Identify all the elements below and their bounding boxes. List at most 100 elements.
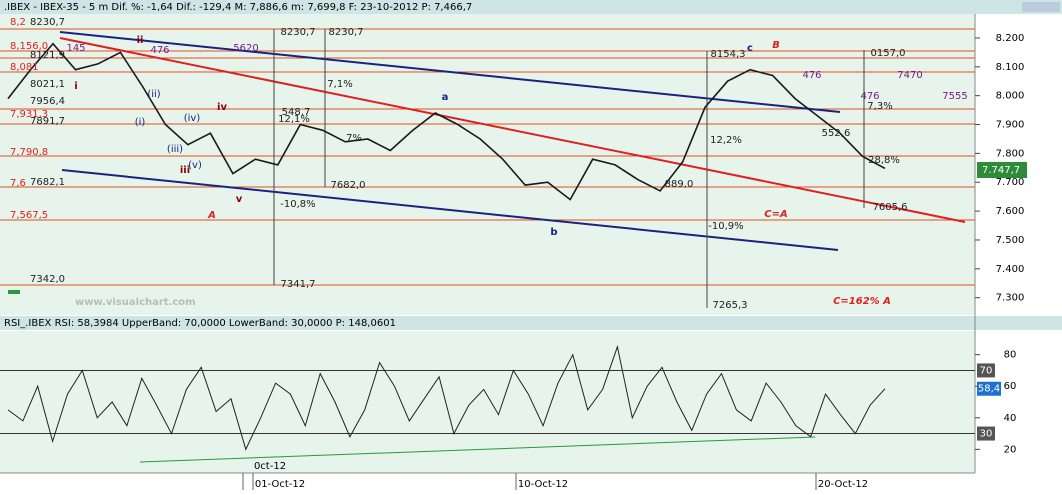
annotation: 8230,7 <box>281 27 316 38</box>
level-label: 7342,0 <box>30 274 65 285</box>
annotation: (v) <box>188 160 202 171</box>
annotation: 7470 <box>897 70 922 81</box>
level-label: 7,6 <box>10 178 26 189</box>
level-label: 8021,1 <box>30 79 65 90</box>
annotation: 12,2% <box>710 135 742 146</box>
y-tick-label: 7.700 <box>996 177 1025 188</box>
level-label: 8,081 <box>10 62 39 73</box>
band-box <box>977 426 995 441</box>
annotation: 7% <box>346 133 362 144</box>
level-label: 8,156,0 <box>10 41 48 52</box>
rsi-header: RSI_.IBEX RSI: 58,3984 UpperBand: 70,000… <box>4 318 396 329</box>
date-label: 0ct-12 <box>254 461 286 472</box>
level-label: 8,2 <box>10 17 26 28</box>
level-label: 7891,7 <box>30 116 65 127</box>
band-label: 30 <box>980 429 993 440</box>
annotation: a <box>442 92 449 103</box>
annotation: iii <box>180 165 190 176</box>
annotation: 889,0 <box>665 179 694 190</box>
annotation: 12,1% <box>278 114 310 125</box>
y-tick-label: 8.000 <box>996 91 1025 102</box>
annotation: 8154,3 <box>711 49 746 60</box>
y-tick-label: 40 <box>1004 413 1017 424</box>
y-tick-label: 7.400 <box>996 264 1025 275</box>
band-label: 70 <box>980 365 993 376</box>
annotation: 7605,6 <box>873 202 908 213</box>
last-label: 58,4 <box>978 384 1000 395</box>
annotation: 7,1% <box>327 79 352 90</box>
annotation: C=A <box>764 209 787 220</box>
annotation: 552,6 <box>822 128 851 139</box>
annotation: -10,9% <box>708 221 743 232</box>
annotation: iv <box>217 102 227 113</box>
window-buttons[interactable] <box>1022 2 1060 12</box>
annotation: (iii) <box>167 144 183 155</box>
annotation: 476 <box>860 91 879 102</box>
level-label: 7956,4 <box>30 96 65 107</box>
date-label: 10-Oct-12 <box>518 479 568 490</box>
annotation: 7682,0 <box>331 180 366 191</box>
price-box <box>977 162 1027 178</box>
y-tick-label: 60 <box>1004 381 1017 392</box>
annotation: 28,8% <box>868 155 900 166</box>
level-label: 7,567,5 <box>10 210 48 221</box>
y-tick-label: 80 <box>1004 350 1017 361</box>
annotation: 8230,7 <box>329 27 364 38</box>
y-tick-label: 20 <box>1004 444 1017 455</box>
y-tick-label: 7.500 <box>996 235 1025 246</box>
rsi-plot <box>0 331 975 473</box>
watermark: www.visualchart.com <box>75 297 196 308</box>
series-line <box>7 344 886 451</box>
annotation: 476 <box>802 70 821 81</box>
level-label: 8121,9 <box>30 50 65 61</box>
annotation: c <box>747 43 753 54</box>
y-tick-label: 7.300 <box>996 293 1025 304</box>
annotation: (ii) <box>147 89 160 100</box>
annotation: (iv) <box>184 113 201 124</box>
date-label: 20-Oct-12 <box>818 479 868 490</box>
level-label: 7,790,8 <box>10 147 48 158</box>
y-tick-label: 8.200 <box>996 33 1025 44</box>
annotation: C=162% A <box>833 296 891 307</box>
annotation: i <box>74 81 77 92</box>
annotation: 7555 <box>942 91 967 102</box>
y-tick-label: 7.900 <box>996 120 1025 131</box>
annotation: -10,8% <box>280 199 315 210</box>
y-tick-label: 8.100 <box>996 62 1025 73</box>
price-box-label: 7.747,7 <box>982 165 1020 176</box>
rsi-trend-line <box>139 436 816 463</box>
annotation: ii <box>137 35 144 46</box>
annotation: 548,7 <box>282 107 311 118</box>
trend-line <box>61 169 839 251</box>
annotation: 7265,3 <box>713 300 748 311</box>
level-label: 8230,7 <box>30 17 65 28</box>
marker <box>8 290 20 294</box>
annotation: b <box>550 227 557 238</box>
band-box <box>977 363 995 378</box>
header: .IBEX - IBEX-35 - 5 m Dif. %: -1,64 Dif.… <box>4 2 472 13</box>
measure-lines <box>273 29 865 308</box>
annotation: 7,3% <box>867 101 892 112</box>
annotation: B <box>772 40 780 51</box>
trend-line <box>59 31 841 113</box>
y-tick-label: 7.800 <box>996 148 1025 159</box>
series-line <box>7 42 886 201</box>
annotation: 0157,0 <box>871 48 906 59</box>
header-bar <box>0 0 1062 14</box>
price-plot <box>0 14 975 315</box>
annotation: A <box>207 210 216 221</box>
annotation: 145 <box>66 43 85 54</box>
annotation: 7341,7 <box>281 279 316 290</box>
date-label: 01-Oct-12 <box>255 479 305 490</box>
trend-line <box>59 37 966 223</box>
last-box <box>977 381 1001 396</box>
annotation: 5620 <box>233 43 258 54</box>
annotation: 476 <box>150 45 169 56</box>
level-label: 7,931,3 <box>10 109 48 120</box>
annotation: (i) <box>135 117 146 128</box>
level-label: 7682,1 <box>30 177 65 188</box>
y-tick-label: 7.600 <box>996 206 1025 217</box>
rsi-header-bar <box>0 316 1062 330</box>
